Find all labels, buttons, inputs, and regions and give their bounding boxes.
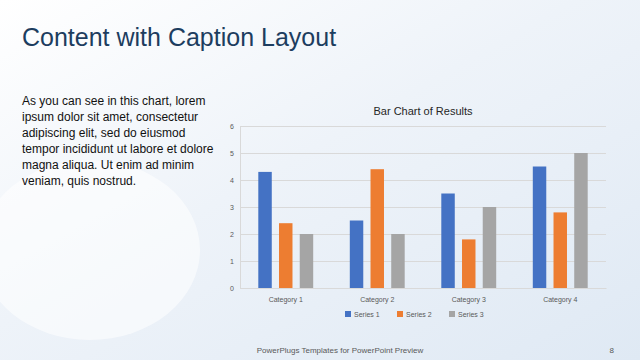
chart: Bar Chart of Results0123456Category 1Cat… (230, 105, 606, 318)
y-tick-label: 5 (230, 150, 234, 157)
y-axis-line (241, 127, 607, 289)
bar (483, 207, 496, 288)
caption: As you can see in this chart, lorem ipsu… (22, 93, 222, 189)
legend-swatch (345, 311, 351, 317)
bar (371, 169, 384, 288)
y-tick-label: 0 (230, 285, 234, 292)
y-tick-label: 1 (230, 258, 234, 265)
y-tick-label: 2 (230, 231, 234, 238)
y-axis: 0 1 2 3 4 5 6 (230, 123, 606, 292)
bar (391, 234, 404, 288)
bar (258, 172, 271, 288)
x-tick-label: Category 2 (360, 296, 394, 304)
grid-line (240, 234, 606, 235)
bar (350, 221, 363, 289)
grid-line (240, 153, 606, 154)
x-tick: Category 4 (543, 288, 577, 304)
legend: Series 1 Series 2 Series 3 (345, 311, 484, 318)
chart-title: Bar Chart of Results (373, 105, 473, 117)
bar (462, 239, 475, 288)
legend-label: Series 1 (354, 311, 380, 318)
legend-item: Series 3 (449, 311, 484, 318)
y-tick-label: 4 (230, 177, 234, 184)
bar (554, 212, 567, 288)
grid-line (240, 261, 606, 262)
x-axis: Category 1 Category 2 Category 3 Category 4 (241, 288, 607, 304)
bar (574, 153, 587, 288)
bar (279, 223, 292, 288)
series (279, 169, 567, 288)
series (300, 153, 588, 288)
x-tick: Category 3 (452, 288, 486, 304)
slide-number: 8 (610, 346, 615, 355)
y-tick: 6 (230, 123, 606, 130)
x-tick-label: Category 1 (269, 296, 303, 304)
y-tick: 5 (230, 150, 606, 157)
x-tick: Category 2 (360, 288, 394, 304)
bars (258, 153, 587, 288)
bar (441, 194, 454, 289)
legend-item: Series 1 (345, 311, 380, 318)
y-tick: 3 (230, 204, 606, 211)
y-tick-label: 3 (230, 204, 234, 211)
bar (533, 167, 546, 289)
x-axis-line (241, 288, 607, 289)
grid-line (240, 288, 606, 289)
grid-line (240, 207, 606, 208)
y-tick-label: 6 (230, 123, 234, 130)
x-tick-label: Category 4 (543, 296, 577, 304)
slide-title: Content with Caption Layout (22, 23, 336, 51)
footer: PowerPlugs Templates for PowerPoint Prev… (257, 346, 424, 355)
grid-line (240, 180, 606, 181)
legend-label: Series 3 (458, 311, 484, 318)
legend-swatch (397, 311, 403, 317)
y-tick: 4 (230, 177, 606, 184)
series (258, 167, 546, 289)
legend-item: Series 2 (397, 311, 432, 318)
x-tick-label: Category 3 (452, 296, 486, 304)
legend-label: Series 2 (406, 311, 432, 318)
legend-swatch (449, 311, 455, 317)
x-tick: Category 1 (269, 288, 303, 304)
bar (300, 234, 313, 288)
grid-line (240, 126, 606, 127)
